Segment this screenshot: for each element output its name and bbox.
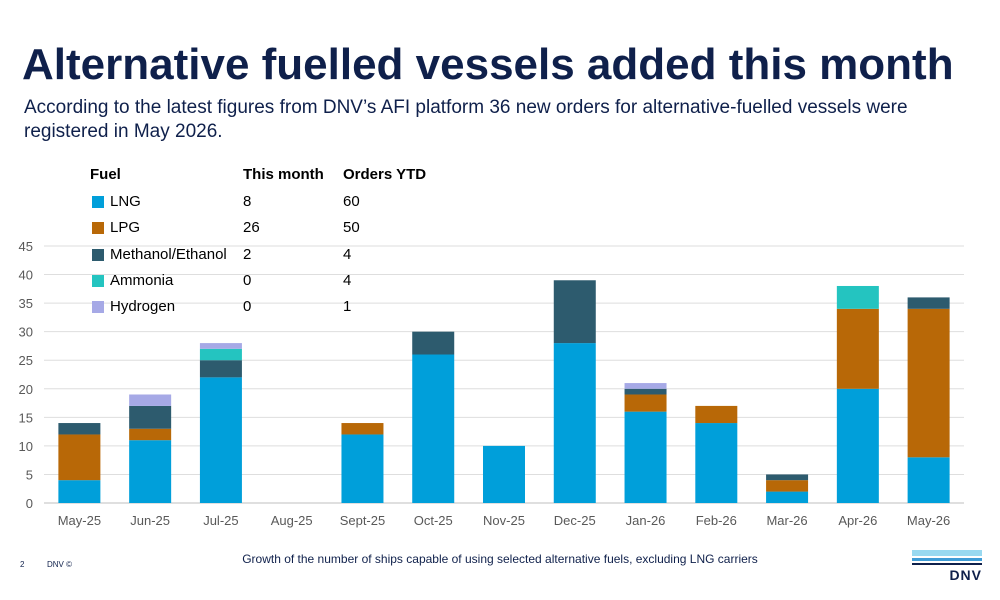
legend-fuel-name: Methanol/Ethanol: [110, 246, 227, 263]
legend-row-lpg: LPG 26 50: [86, 219, 446, 237]
dnv-logo: DNV: [912, 550, 982, 584]
legend-header-orders-ytd: Orders YTD: [343, 166, 427, 183]
bar-segment-methanol-ethanol: [412, 331, 455, 355]
x-tick-label: Mar-26: [766, 513, 807, 528]
x-tick-label: Jun-25: [130, 513, 170, 528]
logo-stripe: [912, 550, 982, 556]
y-tick-label: 0: [26, 496, 33, 511]
bar-segment-hydrogen: [624, 383, 667, 389]
x-tick-label: Jan-26: [626, 513, 666, 528]
legend-header-fuel: Fuel: [90, 166, 121, 183]
chart-caption: Growth of the number of ships capable of…: [242, 552, 758, 566]
bar-segment-lng: [483, 445, 525, 503]
legend-orders-ytd: 1: [343, 298, 352, 315]
x-tick-label: Feb-26: [696, 513, 737, 528]
legend-row-ammonia: Ammonia 0 4: [86, 272, 446, 290]
bar-segment-methanol-ethanol: [907, 297, 950, 309]
bar-segment-lng: [129, 440, 172, 503]
bar-segment-lng: [199, 377, 242, 503]
x-tick-label: May-25: [58, 513, 101, 528]
bar-segment-methanol-ethanol: [129, 405, 172, 429]
bar-segment-hydrogen: [199, 343, 242, 349]
bar-segment-hydrogen: [129, 394, 172, 406]
x-tick-label: Nov-25: [483, 513, 525, 528]
y-tick-label: 20: [19, 382, 33, 397]
x-tick-label: Oct-25: [414, 513, 453, 528]
bar-segment-lpg: [695, 405, 738, 424]
bar-segment-lng: [695, 423, 738, 503]
legend-orders-ytd: 60: [343, 193, 360, 210]
legend-header-this-month: This month: [243, 166, 324, 183]
bar-segment-methanol-ethanol: [766, 474, 809, 481]
bar-segment-lng: [766, 491, 809, 503]
copyright: DNV ©: [47, 560, 73, 569]
legend-orders-ytd: 4: [343, 246, 352, 263]
lpg-swatch: [92, 222, 104, 234]
bar-segment-lpg: [836, 308, 879, 389]
bar-segment-lng: [412, 354, 455, 503]
legend-this-month: 0: [243, 298, 252, 315]
x-tick-labels: May-25 Jun-25 Jul-25 Aug-25 Sept-25 Oct-25 Nov…: [58, 513, 951, 528]
slide-subtitle: According to the latest figures from DNV…: [24, 97, 908, 142]
x-tick-label: Jul-25: [203, 513, 238, 528]
legend-orders-ytd: 50: [343, 219, 360, 236]
x-tick-label: Apr-26: [838, 513, 877, 528]
lng-swatch: [92, 196, 104, 208]
logo-text: DNV: [949, 567, 982, 583]
legend-this-month: 8: [243, 193, 252, 210]
legend-row-lng: LNG 8 60: [86, 193, 446, 211]
bar-segment-lng: [836, 388, 879, 503]
bar-segment-ammonia: [836, 285, 879, 309]
bar-segment-lng: [907, 457, 950, 503]
bar-segment-methanol-ethanol: [58, 423, 101, 435]
bar-segment-ammonia: [199, 348, 242, 361]
y-tick-label: 35: [19, 296, 33, 311]
x-tick-label: May-26: [907, 513, 950, 528]
bar-segment-lpg: [624, 394, 667, 412]
bar-segment-lng: [58, 480, 101, 503]
y-tick-label: 40: [19, 268, 33, 283]
bar-segment-lpg: [766, 480, 809, 492]
logo-stripe: [912, 558, 982, 561]
x-tick-label: Sept-25: [340, 513, 386, 528]
y-tick-label: 15: [19, 410, 33, 425]
bar-segment-lpg: [58, 434, 101, 481]
bar-segment-methanol-ethanol: [553, 280, 596, 344]
legend-fuel-name: LNG: [110, 193, 141, 210]
legend-this-month: 0: [243, 272, 252, 289]
page-number: 2: [20, 560, 25, 569]
bar-segment-methanol-ethanol: [624, 388, 667, 395]
y-tick-label: 25: [19, 353, 33, 368]
bars: [58, 280, 950, 503]
y-tick-labels: 0 5 10 15 20 25 30 35 40 45: [19, 239, 33, 511]
legend-this-month: 26: [243, 219, 260, 236]
legend-row-hydrogen: Hydrogen 0 1: [86, 298, 446, 316]
legend-fuel-name: Hydrogen: [110, 298, 176, 315]
hydrogen-swatch: [92, 301, 104, 313]
bar-segment-lng: [553, 343, 596, 503]
y-tick-label: 30: [19, 325, 33, 340]
slide-title: Alternative fuelled vessels added this m…: [22, 40, 954, 89]
y-tick-label: 10: [19, 439, 33, 454]
ammonia-swatch: [92, 275, 104, 287]
y-tick-label: 5: [26, 467, 33, 482]
legend-orders-ytd: 4: [343, 272, 352, 289]
legend-fuel-name: Ammonia: [110, 272, 174, 289]
methanol-swatch: [92, 249, 104, 261]
bar-segment-lpg: [341, 423, 384, 435]
bar-segment-lng: [624, 411, 667, 503]
bar-segment-methanol-ethanol: [199, 360, 242, 378]
legend-fuel-name: LPG: [110, 219, 141, 236]
x-tick-label: Dec-25: [554, 513, 596, 528]
logo-stripe: [912, 563, 982, 565]
bar-segment-lpg: [907, 308, 950, 458]
bar-segment-lpg: [129, 428, 172, 441]
gridlines: [44, 245, 964, 504]
bar-segment-lng: [341, 434, 384, 503]
legend-this-month: 2: [243, 246, 252, 263]
legend-row-methanol: Methanol/Ethanol 2 4: [86, 246, 446, 264]
y-tick-label: 45: [19, 239, 33, 254]
x-tick-label: Aug-25: [271, 513, 313, 528]
